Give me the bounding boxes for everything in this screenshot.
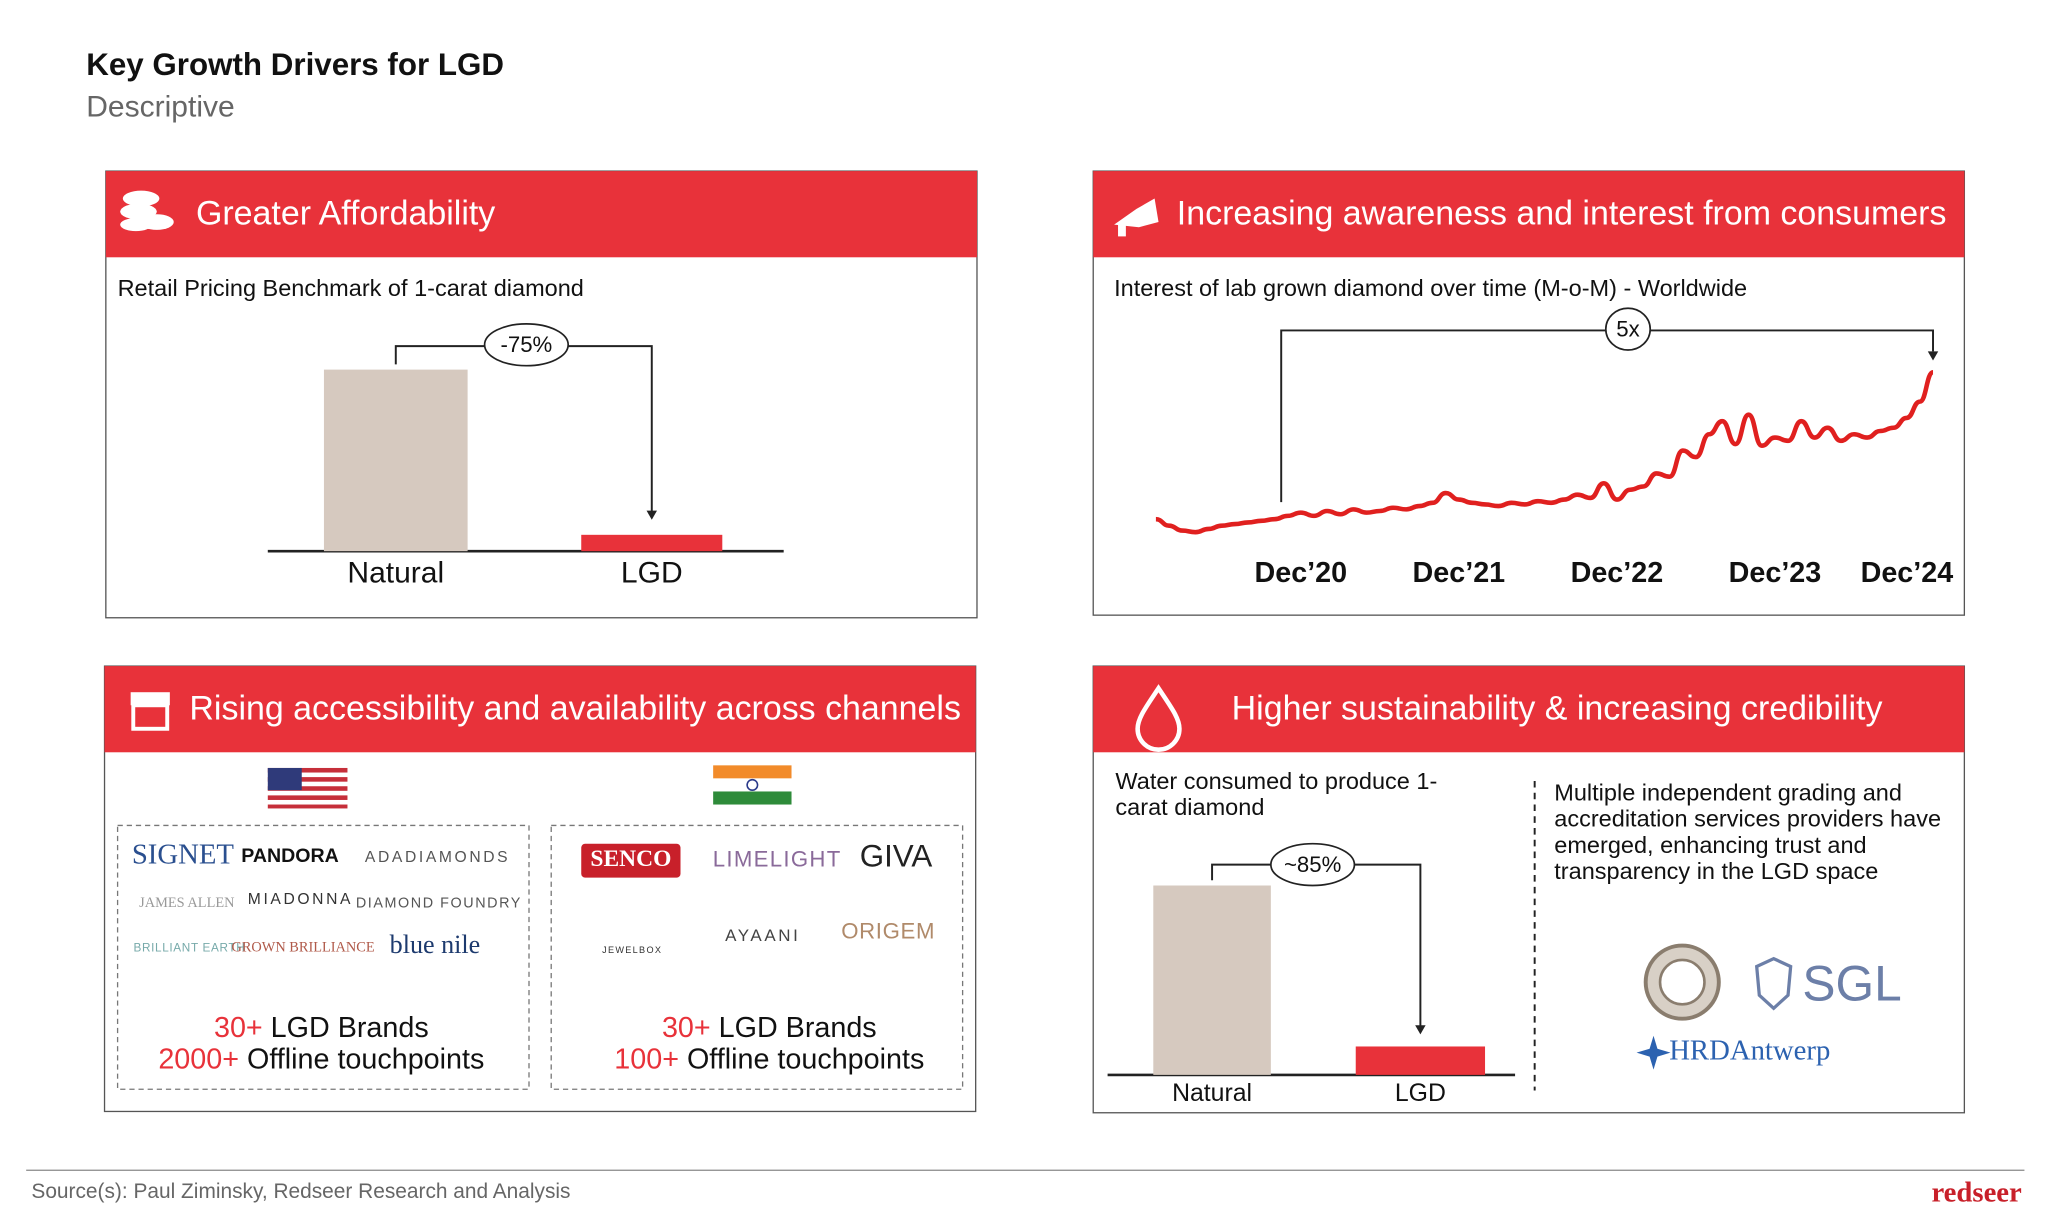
annotation-bubble	[483, 323, 570, 367]
logo-box	[116, 824, 530, 1090]
hrd-star	[1636, 1035, 1671, 1070]
panel-header	[1093, 171, 1965, 258]
panel-title: Higher sustainability & increasing credi…	[1232, 689, 1883, 727]
slide-title: Key Growth Drivers for LGD	[86, 47, 504, 82]
chart-title: Interest of lab grown diamond over time …	[1114, 275, 1747, 301]
annotation: -75%	[500, 332, 552, 357]
stat-text: LGD Brands	[263, 1012, 429, 1044]
stat-line: 100+ Offline touchpoints	[614, 1043, 924, 1075]
credibility-text-box: Multiple independent grading and accredi…	[1554, 779, 1942, 885]
arrow-head	[1927, 351, 1939, 361]
x-tick-label: Dec’23	[1729, 557, 1822, 589]
brand-logo: BRILLIANT EARTH	[133, 941, 245, 954]
arrow-head	[1415, 1025, 1426, 1035]
credibility-text: Multiple independent grading and accredi…	[1554, 779, 1942, 885]
x-tick-label: Natural	[1172, 1080, 1252, 1107]
x-tick-label: Dec’22	[1571, 557, 1664, 589]
x-tick-label: LGD	[1395, 1080, 1446, 1107]
annotation: ~85%	[1284, 852, 1341, 877]
bar	[1355, 1046, 1486, 1075]
stat-text: Offline touchpoints	[679, 1043, 924, 1075]
slide-subtitle: Descriptive	[86, 90, 234, 123]
sgl-shield	[1754, 956, 1793, 1011]
india-flag	[713, 765, 792, 805]
brand-logo: GROWN BRILLIANCE	[231, 939, 374, 955]
bar	[1153, 885, 1271, 1075]
brand-logo: PANDORA	[241, 845, 339, 867]
brand-logo: ORIGEM	[841, 918, 935, 943]
annotation: 5x	[1616, 316, 1639, 341]
arrow-head	[646, 510, 657, 520]
credibility-logo: SGL	[1802, 955, 1901, 1011]
x-tick-label: LGD	[621, 557, 683, 590]
logo-badge	[581, 843, 681, 878]
stat-number: 100+	[614, 1043, 679, 1075]
panel-header	[105, 171, 977, 258]
stat-number: 2000+	[158, 1043, 239, 1075]
credibility-logo: HRDAntwerp	[1669, 1034, 1830, 1066]
stat-text: Offline touchpoints	[239, 1043, 484, 1075]
chart-title: Water consumed to produce 1-carat diamon…	[1115, 769, 1438, 820]
logo-box	[550, 824, 964, 1090]
brand-logo: SENCO	[590, 846, 671, 872]
stat-line: 30+ LGD Brands	[214, 1012, 429, 1044]
brand-logo: JEWELBOX	[602, 945, 662, 955]
stat-line: 2000+ Offline touchpoints	[158, 1043, 484, 1075]
panel-header	[1093, 666, 1965, 753]
trend-line	[1155, 369, 1935, 535]
brand-logo: redseer	[1931, 1177, 2022, 1209]
annotation-bubble	[1604, 307, 1652, 351]
brand-logo: LIMELIGHT	[713, 847, 842, 872]
chart-title: Retail Pricing Benchmark of 1-carat diam…	[118, 275, 584, 301]
brand-logo: GIVA	[860, 838, 933, 873]
brand-logo: JAMES ALLEN	[139, 895, 235, 911]
panel-title: Greater Affordability	[196, 194, 495, 232]
brand-logo: ADADIAMONDS	[365, 849, 510, 866]
source-note: Source(s): Paul Ziminsky, Redseer Resear…	[31, 1180, 570, 1203]
bar	[323, 369, 468, 552]
stat-number: 30+	[662, 1012, 711, 1044]
x-tick-label: Dec’24	[1861, 557, 1954, 589]
bar	[581, 534, 723, 552]
brand-logo: SIGNET	[132, 838, 235, 870]
seal-logo	[1643, 943, 1721, 1021]
brand-logo: MIADONNA	[248, 891, 353, 908]
panel-header	[104, 666, 976, 753]
panel-title: Rising accessibility and availability ac…	[189, 689, 961, 727]
chart-title-box: Water consumed to produce 1-carat diamon…	[1115, 769, 1438, 820]
brand-logo: AYAANI	[725, 926, 800, 945]
store-icon	[130, 692, 170, 731]
drop-icon	[1135, 684, 1182, 752]
x-tick-label: Natural	[347, 557, 444, 590]
stat-text: LGD Brands	[711, 1012, 877, 1044]
coins-icon	[120, 190, 174, 232]
stat-line: 30+ LGD Brands	[662, 1012, 877, 1044]
panel-title: Increasing awareness and interest from c…	[1177, 194, 1947, 232]
stat-number: 30+	[214, 1012, 263, 1044]
brand-logo: DIAMOND FOUNDRY	[356, 896, 522, 912]
annotation-bubble	[1269, 842, 1356, 887]
megaphone-icon	[1114, 198, 1159, 237]
x-tick-label: Dec’21	[1413, 557, 1506, 589]
brand-logo: blue nile	[390, 930, 481, 959]
x-tick-label: Dec’20	[1254, 557, 1347, 589]
us-flag	[267, 767, 348, 809]
